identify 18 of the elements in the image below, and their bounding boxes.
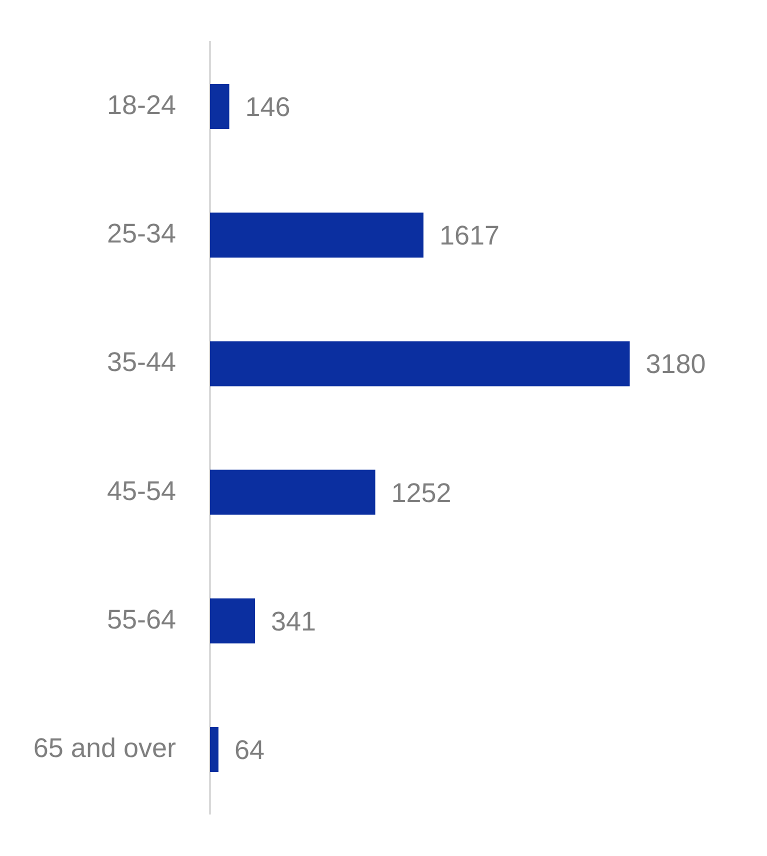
- y-tick-label: 18-24: [106, 90, 176, 120]
- data-label: 341: [271, 606, 316, 636]
- bar: [210, 470, 376, 515]
- y-tick-label: 35-44: [106, 347, 176, 378]
- data-label: 1252: [391, 478, 452, 508]
- y-tick-label: 45-54: [106, 476, 176, 506]
- bar: [210, 212, 424, 258]
- data-label: 146: [245, 92, 290, 122]
- y-tick-label: 65 and over: [33, 732, 176, 763]
- bar: [210, 726, 218, 772]
- data-label: 64: [234, 734, 264, 765]
- bar: [210, 84, 230, 130]
- y-tick-label: 25-34: [106, 218, 176, 249]
- data-label: 3180: [646, 349, 706, 380]
- bar: [210, 341, 630, 386]
- y-tick-label: 55-64: [106, 604, 176, 634]
- data-label: 1617: [439, 220, 500, 251]
- bar: [210, 598, 256, 644]
